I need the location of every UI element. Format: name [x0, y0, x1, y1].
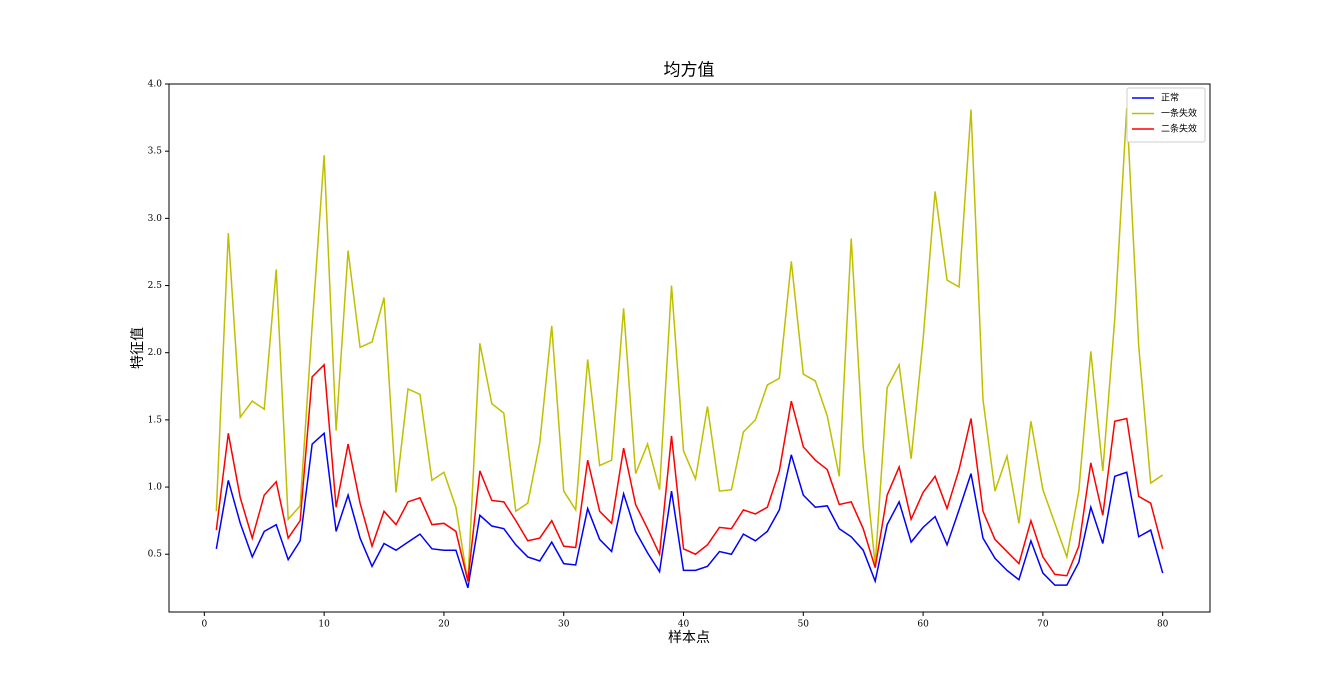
x-tick-label: 20: [438, 620, 450, 630]
x-tick-label: 30: [558, 620, 570, 630]
x-tick-label: 60: [917, 620, 929, 630]
x-tick-label: 80: [1157, 620, 1169, 630]
data-line: [215, 363, 1164, 582]
x-tick-label: 70: [1037, 620, 1049, 630]
x-axis-label: 样本点: [668, 630, 710, 646]
y-tick-label: 1.5: [148, 415, 163, 425]
y-tick-label: 2.0: [148, 348, 163, 358]
x-tick-label: 0: [201, 620, 207, 630]
y-tick-label: 4.0: [148, 80, 163, 90]
y-tick-label: 0.5: [148, 550, 163, 560]
y-tick-label: 3.0: [148, 214, 163, 224]
legend-label: 一条失效: [1161, 107, 1197, 119]
data-line: [215, 108, 1164, 583]
y-tick-label: 2.5: [148, 281, 163, 291]
legend-label: 正常: [1161, 92, 1179, 104]
plot-frame: [168, 83, 1211, 613]
x-tick-label: 40: [678, 620, 690, 630]
x-tick-label: 50: [798, 620, 810, 630]
y-axis-label: 特征值: [130, 327, 146, 369]
x-tick-label: 10: [318, 620, 330, 630]
data-line: [215, 431, 1164, 589]
legend-label: 二条失效: [1161, 123, 1197, 135]
y-tick-label: 3.5: [148, 147, 163, 157]
y-tick-label: 1.0: [148, 483, 163, 493]
chart-title: 均方值: [664, 61, 715, 81]
